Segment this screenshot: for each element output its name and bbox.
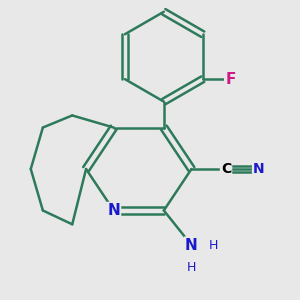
Text: F: F — [225, 72, 236, 87]
Text: N: N — [185, 238, 198, 253]
Text: C: C — [221, 162, 231, 176]
Text: H: H — [209, 238, 219, 251]
Text: N: N — [107, 203, 120, 218]
Text: N: N — [253, 162, 265, 176]
Text: H: H — [187, 261, 196, 274]
